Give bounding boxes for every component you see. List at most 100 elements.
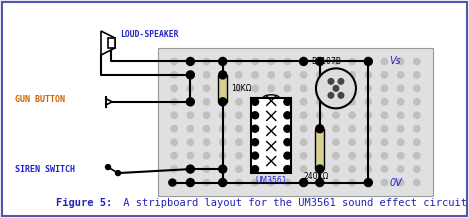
Circle shape (381, 72, 388, 78)
Circle shape (300, 179, 307, 186)
Circle shape (204, 58, 210, 65)
Circle shape (252, 166, 258, 172)
Text: Figure 5:: Figure 5: (56, 198, 113, 208)
Circle shape (186, 98, 194, 106)
Circle shape (333, 85, 339, 91)
Polygon shape (101, 31, 115, 55)
Circle shape (219, 72, 226, 78)
Circle shape (252, 139, 258, 145)
Text: 0V: 0V (389, 177, 402, 187)
Circle shape (187, 58, 194, 65)
Circle shape (171, 72, 177, 78)
Circle shape (284, 152, 291, 159)
Circle shape (251, 125, 258, 132)
Circle shape (414, 58, 420, 65)
Circle shape (251, 166, 258, 173)
Circle shape (284, 152, 291, 159)
Circle shape (252, 99, 258, 105)
Circle shape (349, 126, 356, 132)
Circle shape (349, 152, 356, 159)
Circle shape (219, 152, 226, 159)
Circle shape (349, 85, 356, 92)
Circle shape (236, 72, 242, 78)
Circle shape (219, 179, 227, 187)
Circle shape (284, 98, 291, 105)
Circle shape (316, 125, 324, 133)
Circle shape (414, 85, 420, 92)
Circle shape (236, 179, 242, 186)
Circle shape (268, 112, 274, 118)
Bar (158, 48, 433, 196)
Circle shape (171, 112, 177, 118)
Text: UM3561: UM3561 (256, 176, 287, 185)
Circle shape (317, 99, 323, 105)
Circle shape (236, 85, 242, 92)
Circle shape (397, 72, 404, 78)
Circle shape (317, 179, 323, 186)
Circle shape (333, 152, 339, 159)
Circle shape (252, 152, 258, 159)
Circle shape (365, 166, 371, 172)
Circle shape (106, 165, 111, 170)
Circle shape (268, 126, 274, 132)
Circle shape (204, 85, 210, 92)
Circle shape (349, 139, 356, 145)
Circle shape (349, 99, 356, 105)
Text: 10KΩ: 10KΩ (231, 84, 251, 93)
Circle shape (300, 112, 307, 118)
Circle shape (381, 139, 388, 145)
Circle shape (284, 72, 291, 78)
Circle shape (268, 166, 274, 172)
Circle shape (397, 112, 404, 118)
Circle shape (252, 112, 258, 118)
Circle shape (219, 99, 226, 105)
Circle shape (333, 99, 339, 105)
Circle shape (397, 99, 404, 105)
Text: SIREN SWITCH: SIREN SWITCH (15, 165, 75, 174)
Circle shape (171, 139, 177, 145)
Circle shape (171, 152, 177, 159)
Circle shape (186, 71, 194, 79)
Circle shape (186, 58, 194, 65)
Circle shape (300, 139, 307, 145)
Circle shape (397, 166, 404, 172)
Circle shape (414, 112, 420, 118)
Circle shape (284, 126, 291, 132)
Circle shape (251, 152, 258, 159)
Circle shape (268, 99, 274, 105)
Circle shape (219, 126, 226, 132)
Circle shape (169, 179, 176, 186)
Circle shape (397, 58, 404, 65)
Circle shape (397, 139, 404, 145)
Circle shape (171, 58, 177, 65)
Circle shape (397, 85, 404, 92)
Circle shape (381, 179, 388, 186)
Circle shape (349, 58, 356, 65)
Circle shape (284, 139, 291, 145)
Circle shape (284, 166, 291, 172)
Circle shape (381, 152, 388, 159)
Circle shape (187, 112, 194, 118)
Circle shape (219, 139, 226, 145)
Circle shape (333, 126, 339, 132)
Circle shape (284, 112, 291, 118)
Circle shape (365, 126, 371, 132)
Circle shape (204, 139, 210, 145)
Circle shape (300, 85, 307, 92)
Circle shape (364, 58, 372, 65)
Text: Vs: Vs (389, 56, 401, 66)
Text: 240KΩ: 240KΩ (303, 172, 328, 181)
Circle shape (316, 165, 324, 173)
Circle shape (300, 126, 307, 132)
Circle shape (381, 126, 388, 132)
Circle shape (219, 85, 226, 92)
Circle shape (219, 179, 226, 186)
Circle shape (317, 126, 323, 132)
Circle shape (365, 112, 371, 118)
Circle shape (187, 166, 194, 172)
Circle shape (284, 139, 291, 146)
Circle shape (349, 166, 356, 172)
Circle shape (300, 72, 307, 78)
Circle shape (381, 99, 388, 105)
Circle shape (187, 179, 194, 186)
